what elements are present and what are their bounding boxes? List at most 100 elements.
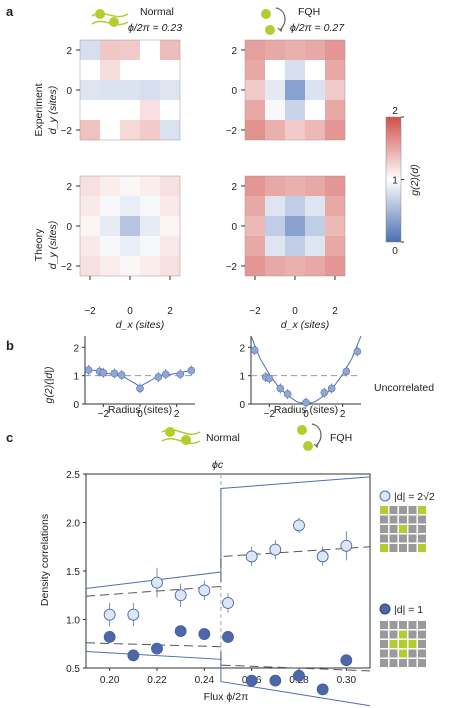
lattice-site — [380, 640, 388, 648]
heatmap-cell — [100, 120, 120, 140]
colorbar-tick-label: 2 — [392, 106, 398, 117]
heatmap-cell — [160, 216, 180, 236]
heatmap-x-tick-label: −2 — [249, 306, 261, 317]
heatmap-cell — [80, 256, 100, 276]
heatmap-cell — [80, 176, 100, 196]
heatmap-cell — [245, 40, 265, 60]
c-y-tick-label: 0.5 — [66, 664, 80, 675]
heatmap-cell — [160, 236, 180, 256]
heatmap-cell — [265, 216, 285, 236]
b-y-tick-label: 0 — [73, 400, 79, 411]
c-data-point-sqrt8 — [127, 608, 140, 621]
b-y-tick-label: 2 — [239, 343, 245, 354]
heatmap-cell — [140, 236, 160, 256]
legend-marker-sqrt8 — [379, 490, 391, 502]
lattice-site — [380, 544, 388, 552]
lattice-site — [389, 649, 398, 658]
heatmap-cell — [305, 216, 325, 236]
heatmap-cell — [140, 196, 160, 216]
lattice-site — [418, 640, 426, 648]
heatmap-cell — [160, 196, 180, 216]
b-data-point — [320, 388, 329, 397]
c-data-point-sqrt8 — [269, 543, 282, 556]
b-data-point — [250, 346, 259, 354]
b-x-tick-label: 2 — [340, 409, 346, 420]
a-dy-label-bottom: d_y (sites) — [47, 221, 59, 269]
legend-label-sqrt8: |d| = 2√2 — [394, 491, 435, 503]
heatmap-cell — [140, 80, 160, 100]
panel-letter-a: a — [6, 4, 14, 19]
c-data-point-sqrt8 — [340, 539, 353, 552]
lattice-site — [389, 640, 398, 648]
heatmap-cell — [100, 60, 120, 80]
lattice-site — [408, 515, 417, 524]
b-x-tick-label: 0 — [137, 409, 143, 420]
heatmap-cell — [140, 176, 160, 196]
lattice-inset-one — [380, 621, 426, 667]
heatmap-cell — [100, 216, 120, 236]
heatmap-cell — [245, 100, 265, 120]
lattice-site — [389, 621, 398, 629]
heatmap-cell — [80, 196, 100, 216]
c-data-point-one — [151, 642, 163, 655]
c-data-point-one — [340, 654, 353, 667]
lattice-site — [418, 525, 426, 533]
heatmap-cell — [120, 60, 140, 80]
row-label-experiment: Experiment — [33, 83, 45, 136]
heatmap-cell — [245, 256, 265, 276]
heatmap-cell — [325, 120, 345, 140]
heatmap-cell — [265, 80, 285, 100]
c-data-point-sqrt8 — [222, 597, 234, 609]
b-y-tick-label: 1 — [73, 372, 79, 383]
lattice-site — [380, 525, 388, 533]
lattice-site — [399, 621, 407, 629]
heatmap-cell — [245, 80, 265, 100]
heatmap-cell — [325, 80, 345, 100]
heatmap-cell — [265, 236, 285, 256]
b-y-tick-label: 1 — [239, 372, 245, 383]
c-x-tick-label: 0.24 — [195, 675, 215, 686]
c-data-point-sqrt8 — [245, 550, 258, 563]
lattice-site — [399, 659, 407, 667]
heatmap-cell — [285, 120, 305, 140]
heatmap-cell — [140, 100, 160, 120]
heatmap-cell — [120, 216, 140, 236]
lattice-site — [380, 506, 388, 514]
c-y-tick-label: 1.0 — [66, 616, 80, 627]
heatmap-cell — [305, 120, 325, 140]
b-y-tick-label: 0 — [239, 400, 245, 411]
normal-atoms-icon — [91, 9, 129, 27]
heatmap-cell — [325, 100, 345, 120]
heatmap-y-tick-label: −2 — [226, 262, 238, 273]
heatmap-cell — [100, 80, 120, 100]
heatmap-cell — [80, 100, 100, 120]
b-y-tick-label: 2 — [73, 343, 79, 354]
heatmap-y-tick-label: −2 — [226, 126, 238, 137]
c-phi-c-label: ϕc — [212, 459, 224, 471]
heatmap-cell — [120, 40, 140, 60]
heatmap-cell — [140, 216, 160, 236]
heatmap-cell — [120, 100, 140, 120]
c-x-tick-label: 0.20 — [100, 675, 120, 686]
b-x-tick-label: 2 — [174, 409, 180, 420]
heatmap-cell — [285, 60, 305, 80]
heatmap-cell — [325, 196, 345, 216]
b-data-point — [276, 384, 285, 393]
heatmap-cell — [120, 256, 140, 276]
b-x-label-left: Radius (sites) — [108, 404, 172, 416]
lattice-site — [380, 515, 388, 524]
c-data-point-one — [269, 674, 282, 687]
c-x-label: Flux ϕ/2π — [204, 691, 249, 703]
fqh-atoms-icon — [261, 7, 286, 35]
lattice-site — [399, 525, 407, 533]
colorbar-label: g(2)(d) — [409, 164, 421, 196]
c-data-point-sqrt8 — [151, 576, 163, 589]
lattice-inset-sqrt8 — [380, 506, 426, 552]
heatmap-cell — [80, 80, 100, 100]
heatmap-cell — [100, 40, 120, 60]
heatmap-cell — [265, 40, 285, 60]
b-y-label: g(2)(|d|) — [43, 367, 55, 404]
heatmap-cell — [100, 256, 120, 276]
heatmap-cell — [305, 40, 325, 60]
c-data-point-one — [316, 683, 329, 696]
